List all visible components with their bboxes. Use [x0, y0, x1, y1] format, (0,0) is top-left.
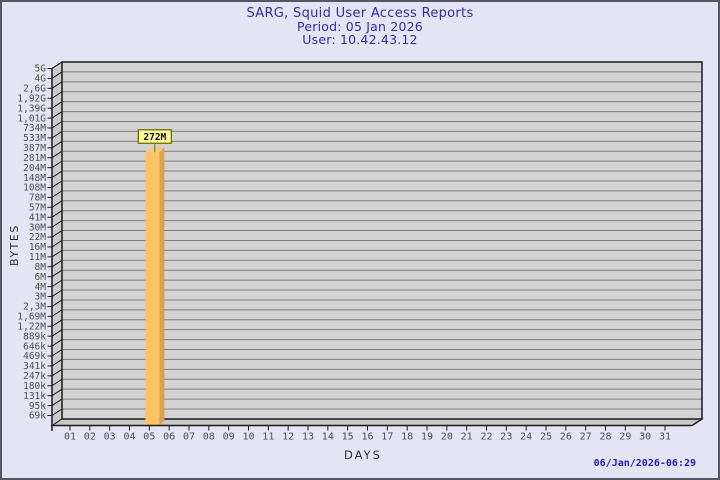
svg-text:1,69M: 1,69M	[17, 312, 46, 323]
svg-text:57M: 57M	[29, 203, 46, 214]
svg-text:247k: 247k	[23, 371, 46, 382]
svg-text:27: 27	[580, 432, 592, 443]
svg-text:646k: 646k	[23, 341, 46, 352]
svg-text:03: 03	[104, 432, 116, 443]
page-title: SARG, Squid User Access Reports	[246, 6, 474, 21]
svg-text:2,3M: 2,3M	[23, 302, 46, 313]
svg-text:469k: 469k	[23, 351, 46, 362]
svg-text:6M: 6M	[35, 272, 47, 283]
svg-text:533M: 533M	[23, 133, 46, 144]
svg-text:1,39G: 1,39G	[17, 103, 46, 114]
svg-text:148M: 148M	[23, 173, 46, 184]
svg-text:387M: 387M	[23, 143, 46, 154]
svg-text:12: 12	[282, 432, 294, 443]
svg-text:204M: 204M	[23, 163, 46, 174]
svg-text:1,22M: 1,22M	[17, 321, 46, 332]
svg-text:69k: 69k	[29, 411, 46, 422]
x-axis-labels: 01 02 03 04 05 06 07 08 09 10 11 12 13 14 15 16 17 18 19 20…	[64, 425, 671, 443]
svg-text:22M: 22M	[29, 232, 46, 243]
svg-text:1,92G: 1,92G	[17, 93, 46, 104]
y-axis-labels: 5G4G2,6G1,92G1,39G1,01G734M533M387M281M2…	[17, 61, 63, 422]
svg-text:30: 30	[639, 432, 651, 443]
svg-text:23: 23	[500, 432, 512, 443]
svg-text:28: 28	[599, 432, 611, 443]
chart-title-block: SARG, Squid User Access Reports Period: …	[2, 7, 718, 46]
svg-text:08: 08	[203, 432, 215, 443]
svg-text:25: 25	[540, 432, 552, 443]
svg-text:DAYS: DAYS	[344, 448, 382, 462]
svg-text:18: 18	[401, 432, 413, 443]
x-axis-title: DAYS	[344, 448, 382, 462]
svg-text:16M: 16M	[29, 242, 46, 253]
bar-value-annotation: 272M	[137, 129, 172, 153]
svg-text:108M: 108M	[23, 183, 46, 194]
svg-text:734M: 734M	[23, 123, 46, 134]
svg-text:41M: 41M	[29, 212, 46, 223]
svg-text:05: 05	[143, 432, 155, 443]
svg-text:22: 22	[480, 432, 492, 443]
svg-text:24: 24	[520, 432, 532, 443]
svg-text:04: 04	[123, 432, 135, 443]
svg-text:95k: 95k	[29, 401, 46, 412]
svg-text:30M: 30M	[29, 222, 46, 233]
svg-text:281M: 281M	[23, 153, 46, 164]
bar-day-05	[145, 147, 165, 426]
svg-text:26: 26	[560, 432, 572, 443]
svg-text:29: 29	[619, 432, 631, 443]
svg-text:07: 07	[183, 432, 195, 443]
svg-text:16: 16	[361, 432, 373, 443]
report-period: Period: 05 Jan 2026	[297, 19, 423, 34]
svg-text:341k: 341k	[23, 361, 46, 372]
svg-text:21: 21	[461, 432, 473, 443]
svg-text:09: 09	[223, 432, 235, 443]
svg-text:20: 20	[441, 432, 453, 443]
svg-text:272M: 272M	[143, 132, 166, 143]
svg-text:06: 06	[163, 432, 175, 443]
svg-text:14: 14	[322, 432, 334, 443]
svg-text:11: 11	[262, 432, 274, 443]
svg-text:1,01G: 1,01G	[17, 113, 46, 124]
svg-text:11M: 11M	[29, 252, 46, 263]
svg-text:2,6G: 2,6G	[23, 84, 46, 95]
svg-text:02: 02	[84, 432, 96, 443]
svg-text:19: 19	[421, 432, 433, 443]
svg-text:4M: 4M	[35, 282, 47, 293]
y-axis-title: BYTES	[8, 224, 21, 266]
svg-text:180k: 180k	[23, 381, 46, 392]
svg-text:BYTES: BYTES	[8, 224, 21, 266]
report-user: User: 10.42.43.12	[302, 32, 418, 47]
svg-text:17: 17	[381, 432, 393, 443]
svg-text:8M: 8M	[35, 262, 47, 273]
svg-text:3M: 3M	[35, 292, 47, 303]
svg-text:13: 13	[302, 432, 314, 443]
svg-text:15: 15	[342, 432, 354, 443]
svg-text:889k: 889k	[23, 331, 46, 342]
svg-text:10: 10	[242, 432, 254, 443]
svg-text:131k: 131k	[23, 391, 46, 402]
svg-text:78M: 78M	[29, 193, 46, 204]
svg-text:5G: 5G	[35, 64, 47, 75]
svg-text:01: 01	[64, 432, 76, 443]
svg-text:31: 31	[659, 432, 671, 443]
generation-timestamp: 06/Jan/2026-06:29	[593, 458, 696, 469]
svg-text:4G: 4G	[35, 74, 47, 85]
